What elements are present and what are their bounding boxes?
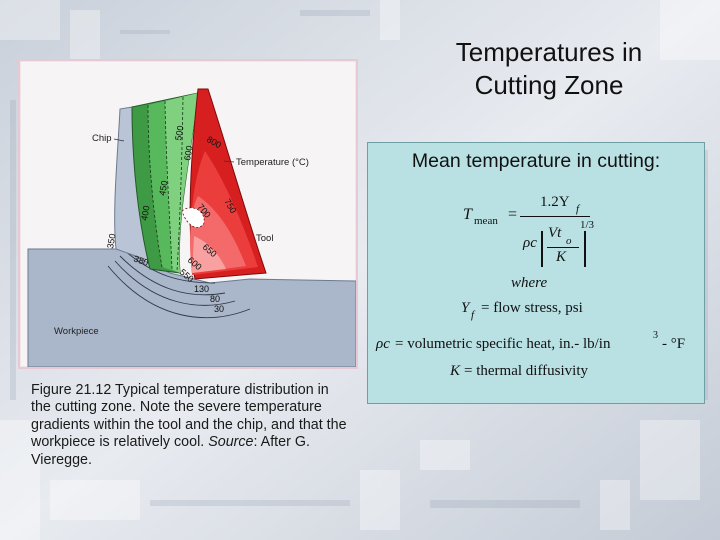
isotherm-green-500: 500 — [173, 125, 185, 142]
slide-title-line1: Temperatures in — [455, 37, 643, 67]
isotherm-green-350: 350 — [105, 233, 117, 250]
def3-symbol: K — [450, 363, 461, 379]
eq-root-num-sub: o — [566, 235, 572, 247]
eq-numerator: 1.2Y — [540, 194, 570, 210]
eq-root-den: K — [556, 249, 567, 265]
chip-label: Chip — [92, 133, 112, 144]
eq-where: where — [511, 275, 548, 291]
eq-T: T — [463, 206, 472, 223]
def2-tail: - °F — [662, 336, 686, 352]
def1-subscript: f — [471, 309, 475, 321]
def3-text: = thermal diffusivity — [464, 363, 588, 379]
eq-equals: = — [508, 206, 518, 223]
caption-source-label: Source — [208, 434, 254, 451]
caption-source: : After G. Vieregge. — [31, 434, 310, 468]
eq-exponent: 1/3 — [580, 219, 595, 231]
caption-main: Figure 21.12 Typical temperature distrib… — [31, 382, 347, 451]
eq-bracket-right — [584, 231, 586, 267]
isotherm-green-400: 400 — [139, 205, 151, 222]
eq-root-num: Vt — [548, 225, 562, 241]
temperature-label: Temperature (°C) — [236, 157, 309, 168]
def2-symbol: ρc — [376, 336, 390, 352]
eq-rho-c: ρc — [523, 235, 537, 251]
def1-symbol: Y — [461, 300, 470, 316]
def2-exponent: 3 — [653, 330, 658, 341]
eq-numerator-sub: f — [576, 203, 580, 215]
slide-title: Temperatures in Cutting Zone — [420, 36, 678, 102]
eq-T-sub: mean — [474, 215, 498, 227]
isotherm-work-380: 380 — [132, 253, 150, 268]
def2-text: = volumetric specific heat, in.- lb/in — [395, 336, 611, 352]
eq-inner-fraction-bar — [547, 247, 579, 248]
workpiece-body — [27, 248, 356, 367]
equation-panel: Mean temperature in cutting: T mean = 1.… — [367, 142, 705, 404]
isotherm-work-30: 30 — [214, 304, 224, 314]
def1-text: = flow stress, psi — [481, 300, 583, 316]
eq-fraction-bar — [520, 216, 590, 217]
isotherm-work-130: 130 — [194, 284, 209, 294]
isotherm-work-80: 80 — [210, 294, 220, 304]
cutting-zone-figure: Chip Temperature (°C) Tool Workpiece 500… — [18, 59, 358, 369]
cutting-zone-diagram: Chip Temperature (°C) Tool Workpiece 500… — [27, 88, 356, 367]
isotherm-green-450: 450 — [157, 180, 169, 197]
eq-bracket-left — [541, 231, 543, 267]
slide-title-line2: Cutting Zone — [474, 70, 624, 100]
figure-caption: Figure 21.12 Typical temperature distrib… — [31, 382, 351, 469]
workpiece-label: Workpiece — [54, 326, 99, 337]
isotherm-green-600: 600 — [182, 145, 194, 162]
tool-label: Tool — [256, 233, 273, 244]
workpiece-isotherms — [107, 250, 251, 319]
equation-heading: Mean temperature in cutting: — [411, 150, 661, 172]
